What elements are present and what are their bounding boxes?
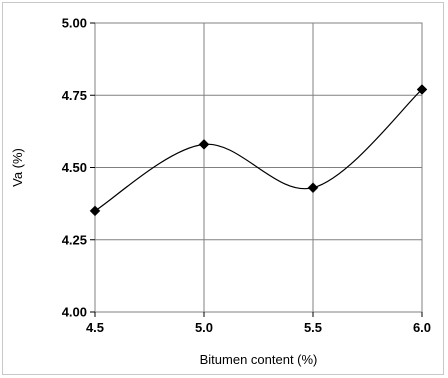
axes — [90, 22, 423, 317]
y-tick-label-2: 4.50 — [62, 160, 87, 175]
x-tick-label-2: 5.5 — [304, 320, 322, 335]
x-tick-label-0: 4.5 — [86, 320, 104, 335]
y-axis-title: Va (%) — [10, 148, 25, 187]
data-point-3 — [416, 84, 428, 95]
data-point-0 — [89, 205, 101, 217]
y-tick-label-3: 4.75 — [62, 88, 87, 103]
x-axis-title: Bitumen content (%) — [200, 352, 318, 367]
data-point-1 — [198, 139, 210, 150]
x-tick-label-1: 5.0 — [195, 320, 213, 335]
y-tick-label-0: 4.00 — [62, 305, 87, 320]
x-tick-label-3: 6.0 — [413, 320, 431, 335]
data-markers — [89, 84, 428, 217]
series-line — [94, 89, 423, 212]
tick-labels: 4.00 4.25 4.50 4.75 5.00 4.5 5.0 5.5 6.0 — [62, 16, 431, 336]
y-tick-label-4: 5.00 — [62, 16, 87, 31]
data-point-2 — [307, 182, 319, 194]
y-tick-label-1: 4.25 — [62, 232, 87, 247]
